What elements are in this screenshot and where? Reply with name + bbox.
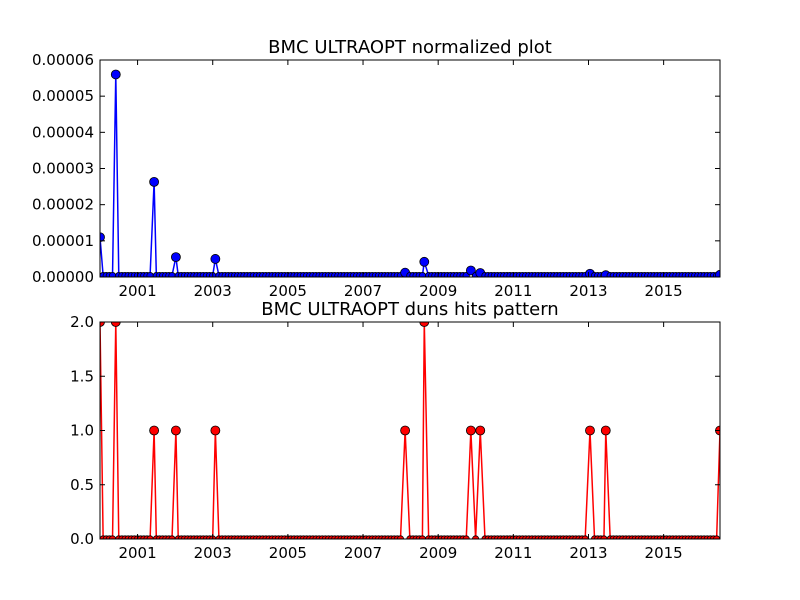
- data-point: [168, 271, 176, 277]
- y-tick-label: 0.00002: [32, 196, 94, 214]
- x-tick-label: 2009: [419, 544, 457, 562]
- y-tick-label: 0.00000: [32, 268, 94, 286]
- x-tick-label: 2007: [344, 544, 382, 562]
- spike-point: [110, 322, 121, 327]
- spike-point: [100, 322, 105, 327]
- y-tick-label: 0.00006: [32, 51, 94, 69]
- x-tick-label: 2007: [344, 282, 382, 300]
- spike-point: [210, 254, 221, 264]
- y-tick-label: 0.00001: [32, 232, 94, 250]
- spike-point: [171, 252, 181, 263]
- series-line: [100, 74, 720, 277]
- axes-frame: [99, 59, 721, 278]
- data-point: [146, 271, 154, 277]
- spike-point: [210, 425, 221, 436]
- spike-point: [475, 425, 486, 436]
- x-tick-label: 2001: [118, 544, 156, 562]
- x-tick-label: 2013: [569, 544, 607, 562]
- x-tick-label: 2005: [269, 544, 307, 562]
- plot-area: [100, 69, 720, 277]
- x-tick-label: 2013: [569, 282, 607, 300]
- spike-point: [585, 425, 595, 436]
- normalized-plot-panel: BMC ULTRAOPT normalized plot 2001 2003 2005…: [32, 37, 721, 300]
- x-tick-label: 2009: [419, 282, 457, 300]
- y-tick-label: 2.0: [70, 313, 94, 331]
- spike-point: [149, 425, 160, 436]
- x-tick-label: 2001: [118, 282, 156, 300]
- spike-point: [465, 265, 476, 276]
- x-tick-label: 2015: [645, 544, 683, 562]
- x-tick-label: 2015: [645, 282, 683, 300]
- y-tick-label: 1.5: [70, 367, 94, 385]
- spike-point: [715, 269, 720, 277]
- x-tick-label: 2003: [194, 544, 232, 562]
- spike-point: [600, 425, 611, 436]
- x-tick-label: 2011: [494, 282, 532, 300]
- duns-hits-panel: BMC ULTRAOPT duns hits pattern 2001 2003 20…: [70, 299, 721, 562]
- y-tick-label: 0.5: [70, 476, 94, 494]
- spike-point: [149, 176, 160, 187]
- y-tick-label: 1.0: [70, 422, 94, 440]
- spike-point: [419, 256, 430, 267]
- spike-point: [419, 322, 430, 327]
- x-tick-label: 2005: [269, 282, 307, 300]
- spike-point: [400, 425, 411, 436]
- data-point: [108, 271, 117, 277]
- data-point: [418, 271, 426, 277]
- spike-point: [171, 425, 181, 436]
- plot-area: [100, 322, 720, 539]
- chart-title: BMC ULTRAOPT duns hits pattern: [261, 299, 558, 320]
- x-tick-label: 2011: [494, 544, 532, 562]
- y-tick-label: 0.00003: [32, 160, 94, 178]
- spike-point: [110, 69, 121, 80]
- spike-point: [465, 425, 476, 436]
- spike-point: [100, 232, 105, 243]
- chart-title: BMC ULTRAOPT normalized plot: [268, 37, 552, 58]
- y-tick-label: 0.00005: [32, 87, 94, 105]
- x-tick-label: 2003: [194, 282, 232, 300]
- y-tick-label: 0.00004: [32, 123, 94, 141]
- y-tick-label: 0.0: [70, 530, 94, 548]
